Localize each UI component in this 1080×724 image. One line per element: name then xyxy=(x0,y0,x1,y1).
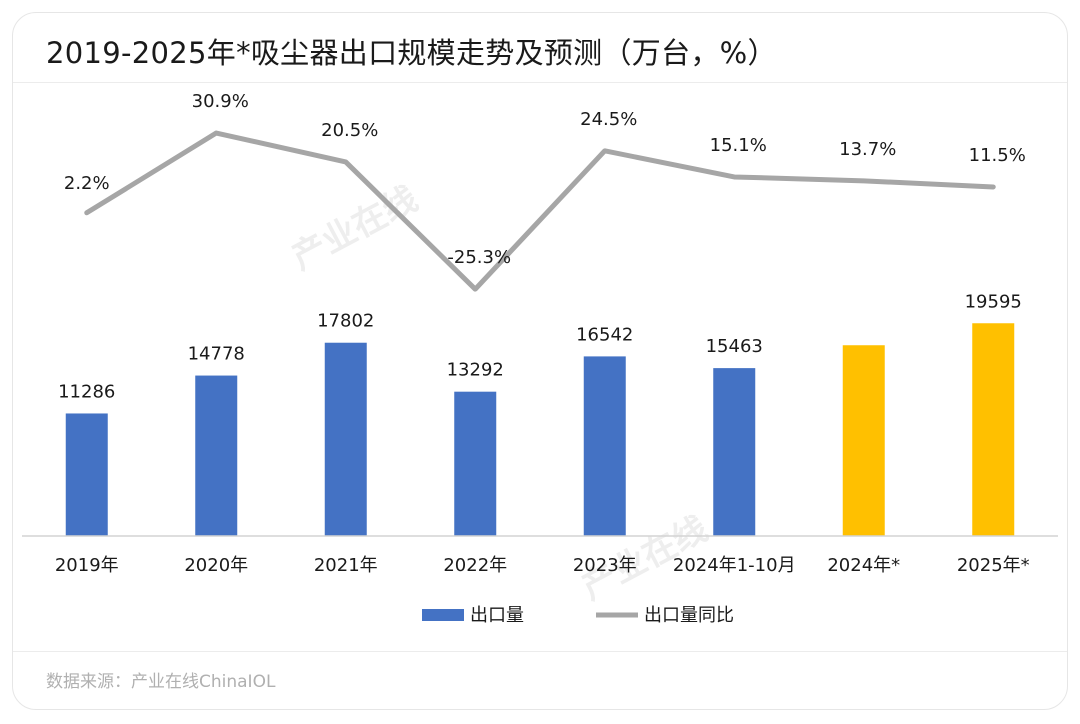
bar-value-label-2: 14778 xyxy=(188,344,245,365)
bar-1 xyxy=(65,413,108,536)
title-divider xyxy=(13,82,1067,83)
x-tick-label-3: 2021年 xyxy=(314,555,378,576)
yoy-value-label-6: 15.1% xyxy=(710,135,767,156)
legend: 出口量 出口量同比 xyxy=(422,605,734,626)
data-labels: 11286 14778 17802 13292 16542 15463 19595 2.2% 3… xyxy=(58,91,1026,402)
bar-value-label-3: 17802 xyxy=(317,311,374,332)
x-tick-label-5: 2023年 xyxy=(573,555,637,576)
legend-swatch-bar xyxy=(422,609,464,621)
x-tick-label-7: 2024年* xyxy=(827,555,900,576)
x-axis-ticks: 2019年 2020年 2021年 2022年 2023年 2024年1-10月 2024年… xyxy=(55,555,1030,576)
yoy-value-label-5: 24.5% xyxy=(580,109,637,130)
yoy-value-label-8: 11.5% xyxy=(969,145,1026,166)
yoy-value-label-7: 13.7% xyxy=(839,139,896,160)
bar-value-label-1: 11286 xyxy=(58,381,115,402)
yoy-value-label-1: 2.2% xyxy=(64,173,110,194)
bar-value-label-8: 19595 xyxy=(965,291,1022,312)
legend-label-bar: 出口量 xyxy=(470,605,524,626)
yoy-line xyxy=(84,130,996,292)
x-tick-label-4: 2022年 xyxy=(443,555,507,576)
bar-7 xyxy=(842,345,885,536)
bar-2 xyxy=(195,375,238,536)
x-tick-label-2: 2020年 xyxy=(184,555,248,576)
bar-8 xyxy=(972,323,1015,536)
bar-4 xyxy=(454,391,497,536)
yoy-value-label-3: 20.5% xyxy=(321,120,378,141)
bar-value-label-4: 13292 xyxy=(447,360,504,381)
legend-label-line: 出口量同比 xyxy=(644,605,734,626)
bar-5 xyxy=(583,356,626,536)
footer-divider xyxy=(13,651,1067,652)
bar-value-label-6: 15463 xyxy=(706,336,763,357)
x-tick-label-8: 2025年* xyxy=(957,555,1030,576)
data-source: 数据来源：产业在线ChinaIOL xyxy=(46,672,276,692)
x-tick-label-1: 2019年 xyxy=(55,555,119,576)
bar-3 xyxy=(324,342,367,536)
yoy-value-label-4: -25.3% xyxy=(447,247,511,268)
x-tick-label-6: 2024年1-10月 xyxy=(673,555,796,576)
bar-series xyxy=(65,323,1015,536)
bar-value-label-5: 16542 xyxy=(576,324,633,345)
chart-card xyxy=(12,12,1068,710)
yoy-value-label-2: 30.9% xyxy=(192,91,249,112)
bar-6 xyxy=(713,368,756,536)
watermark-logo-upper: 产业在线 xyxy=(285,179,424,278)
chart-title: 2019-2025年*吸尘器出口规模走势及预测（万台，%） xyxy=(46,36,777,70)
line-series xyxy=(84,130,996,292)
